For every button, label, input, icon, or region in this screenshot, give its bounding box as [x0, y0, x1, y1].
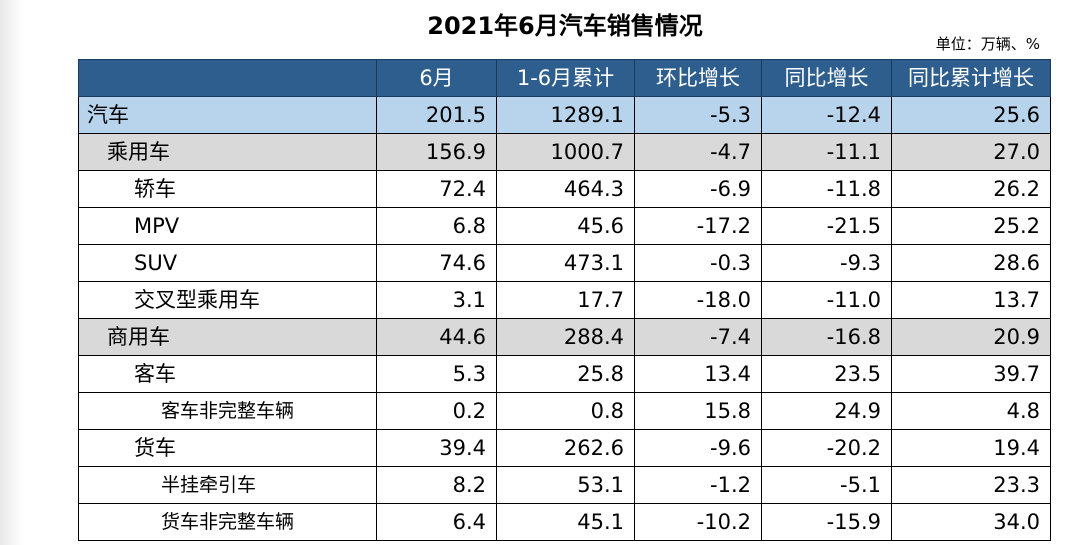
value-cell: 15.8	[634, 392, 762, 430]
value-cell: 19.4	[891, 429, 1051, 467]
value-cell: 3.1	[376, 281, 497, 319]
value-cell: -9.6	[634, 429, 762, 467]
value-cell: 25.6	[891, 96, 1051, 134]
value-cell: -21.5	[761, 207, 892, 245]
value-cell: 1000.7	[496, 133, 635, 171]
value-cell: 6.8	[376, 207, 497, 245]
column-header-ytd-yoy: 同比累计增长	[891, 59, 1051, 97]
row-label: 乘用车	[78, 133, 377, 171]
value-cell: 74.6	[376, 244, 497, 282]
table-row: 半挂牵引车 8.2 53.1 -1.2 -5.1 23.3	[78, 466, 1051, 504]
value-cell: 28.6	[891, 244, 1051, 282]
row-label: 商用车	[78, 318, 377, 356]
row-label: 货车非完整车辆	[78, 503, 377, 541]
value-cell: -5.1	[761, 466, 892, 504]
value-cell: -11.1	[761, 133, 892, 171]
value-cell: 45.6	[496, 207, 635, 245]
table-row: 货车非完整车辆 6.4 45.1 -10.2 -15.9 34.0	[78, 503, 1051, 541]
value-cell: 13.7	[891, 281, 1051, 319]
value-cell: 34.0	[891, 503, 1051, 541]
value-cell: 4.8	[891, 392, 1051, 430]
row-label: 轿车	[78, 170, 377, 208]
value-cell: -17.2	[634, 207, 762, 245]
row-label: 汽车	[78, 96, 377, 134]
value-cell: 44.6	[376, 318, 497, 356]
table-row: 客车非完整车辆 0.2 0.8 15.8 24.9 4.8	[78, 392, 1051, 430]
value-cell: -10.2	[634, 503, 762, 541]
column-header-yoy: 同比增长	[761, 59, 892, 97]
value-cell: 1289.1	[496, 96, 635, 134]
value-cell: -0.3	[634, 244, 762, 282]
table-row: 乘用车 156.9 1000.7 -4.7 -11.1 27.0	[78, 133, 1051, 171]
column-header-ytd: 1-6月累计	[496, 59, 635, 97]
value-cell: 288.4	[496, 318, 635, 356]
value-cell: 5.3	[376, 355, 497, 393]
table-row: 商用车 44.6 288.4 -7.4 -16.8 20.9	[78, 318, 1051, 356]
value-cell: 8.2	[376, 466, 497, 504]
row-label: 客车	[78, 355, 377, 393]
value-cell: 0.2	[376, 392, 497, 430]
value-cell: -12.4	[761, 96, 892, 134]
value-cell: 6.4	[376, 503, 497, 541]
value-cell: 39.7	[891, 355, 1051, 393]
value-cell: -4.7	[634, 133, 762, 171]
table-row: 汽车 201.5 1289.1 -5.3 -12.4 25.6	[78, 96, 1051, 134]
value-cell: 23.3	[891, 466, 1051, 504]
row-label: 客车非完整车辆	[78, 392, 377, 430]
value-cell: 0.8	[496, 392, 635, 430]
value-cell: -1.2	[634, 466, 762, 504]
table-row: 交叉型乘用车 3.1 17.7 -18.0 -11.0 13.7	[78, 281, 1051, 319]
row-label: 半挂牵引车	[78, 466, 377, 504]
row-label: 交叉型乘用车	[78, 281, 377, 319]
value-cell: 156.9	[376, 133, 497, 171]
column-header-june: 6月	[376, 59, 497, 97]
value-cell: 39.4	[376, 429, 497, 467]
value-cell: 17.7	[496, 281, 635, 319]
sales-table: 6月 1-6月累计 环比增长 同比增长 同比累计增长 汽车 201.5 1289.1…	[78, 59, 1051, 541]
table-title: 2021年6月汽车销售情况	[427, 12, 703, 40]
row-label: 货车	[78, 429, 377, 467]
header-row: 6月 1-6月累计 环比增长 同比增长 同比累计增长	[78, 59, 1051, 97]
value-cell: 26.2	[891, 170, 1051, 208]
value-cell: 72.4	[376, 170, 497, 208]
value-cell: 24.9	[761, 392, 892, 430]
value-cell: 23.5	[761, 355, 892, 393]
value-cell: -11.8	[761, 170, 892, 208]
value-cell: 45.1	[496, 503, 635, 541]
table-row: SUV 74.6 473.1 -0.3 -9.3 28.6	[78, 244, 1051, 282]
value-cell: -18.0	[634, 281, 762, 319]
table-row: MPV 6.8 45.6 -17.2 -21.5 25.2	[78, 207, 1051, 245]
value-cell: -5.3	[634, 96, 762, 134]
value-cell: 25.8	[496, 355, 635, 393]
unit-label: 单位：万辆、%	[935, 35, 1040, 53]
value-cell: -11.0	[761, 281, 892, 319]
value-cell: -16.8	[761, 318, 892, 356]
value-cell: 464.3	[496, 170, 635, 208]
value-cell: 262.6	[496, 429, 635, 467]
value-cell: 473.1	[496, 244, 635, 282]
value-cell: -20.2	[761, 429, 892, 467]
column-header-mom: 环比增长	[634, 59, 762, 97]
table-row: 轿车 72.4 464.3 -6.9 -11.8 26.2	[78, 170, 1051, 208]
row-label: MPV	[78, 207, 377, 245]
value-cell: 13.4	[634, 355, 762, 393]
page-edge-shadow	[0, 0, 22, 545]
value-cell: -15.9	[761, 503, 892, 541]
header-corner-cell	[78, 59, 377, 97]
table-row: 货车 39.4 262.6 -9.6 -20.2 19.4	[78, 429, 1051, 467]
value-cell: 25.2	[891, 207, 1051, 245]
row-label: SUV	[78, 244, 377, 282]
value-cell: 20.9	[891, 318, 1051, 356]
value-cell: -6.9	[634, 170, 762, 208]
table-row: 客车 5.3 25.8 13.4 23.5 39.7	[78, 355, 1051, 393]
value-cell: -7.4	[634, 318, 762, 356]
table-body: 汽车 201.5 1289.1 -5.3 -12.4 25.6 乘用车 156.9 1000.7…	[78, 96, 1051, 541]
value-cell: 201.5	[376, 96, 497, 134]
value-cell: 53.1	[496, 466, 635, 504]
value-cell: 27.0	[891, 133, 1051, 171]
value-cell: -9.3	[761, 244, 892, 282]
